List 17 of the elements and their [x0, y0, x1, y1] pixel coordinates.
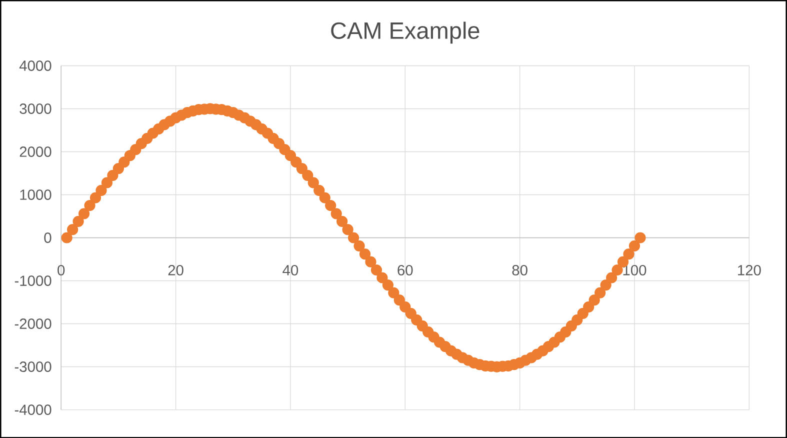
- y-tick-label: 4000: [19, 60, 52, 71]
- x-tick-label: 80: [512, 264, 528, 276]
- y-tick-label: 1000: [20, 189, 52, 200]
- y-tick-label: -3000: [14, 361, 52, 372]
- y-tick-label: 3000: [20, 103, 52, 114]
- y-tick-label: -2000: [14, 318, 52, 329]
- x-tick-label: 100: [623, 264, 646, 276]
- y-tick-label: -1000: [14, 275, 52, 286]
- x-tick-label: 0: [58, 264, 65, 276]
- chart-title: CAM Example: [331, 22, 480, 44]
- y-tick-label: -4000: [14, 404, 52, 415]
- x-tick-label: 20: [168, 264, 184, 276]
- x-tick-label: 40: [282, 264, 298, 276]
- y-tick-label: 2000: [20, 146, 52, 157]
- x-tick-label: 120: [738, 264, 761, 276]
- y-tick-label: 0: [44, 232, 52, 243]
- x-tick-label: 60: [398, 264, 413, 276]
